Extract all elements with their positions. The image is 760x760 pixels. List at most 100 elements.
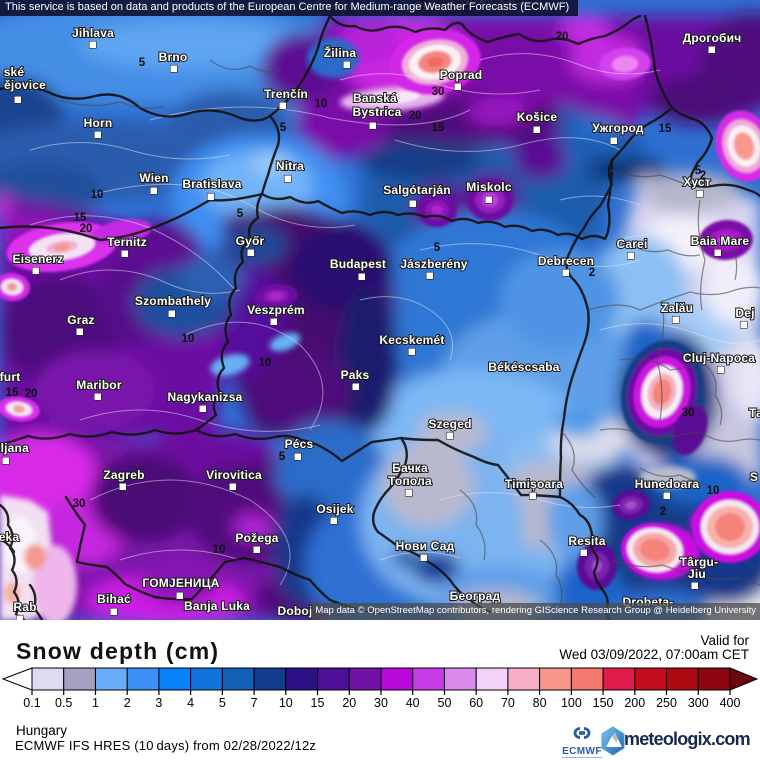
svg-text:ějovice: ějovice bbox=[4, 78, 46, 92]
svg-text:5: 5 bbox=[695, 165, 702, 177]
svg-text:ské: ské bbox=[4, 65, 25, 79]
svg-text:Топола: Топола bbox=[388, 474, 432, 488]
svg-text:Jihlava: Jihlava bbox=[72, 26, 114, 40]
svg-text:Rab: Rab bbox=[13, 600, 36, 614]
svg-text:10: 10 bbox=[315, 98, 328, 110]
svg-text:1: 1 bbox=[92, 696, 99, 710]
svg-text:10: 10 bbox=[259, 357, 272, 369]
svg-text:2: 2 bbox=[589, 267, 595, 279]
svg-text:10: 10 bbox=[707, 485, 720, 497]
svg-text:50: 50 bbox=[438, 696, 452, 710]
svg-text:2: 2 bbox=[700, 170, 706, 182]
svg-text:Horn: Horn bbox=[84, 116, 113, 130]
svg-text:Debrecen: Debrecen bbox=[538, 254, 594, 268]
svg-text:30: 30 bbox=[73, 498, 86, 510]
svg-text:300: 300 bbox=[688, 696, 709, 710]
svg-text:Szombathely: Szombathely bbox=[135, 294, 211, 308]
svg-text:5: 5 bbox=[139, 57, 146, 69]
svg-text:15: 15 bbox=[6, 387, 19, 399]
svg-text:Resita: Resita bbox=[568, 534, 605, 548]
svg-text:200: 200 bbox=[624, 696, 645, 710]
svg-text:eka: eka bbox=[0, 530, 19, 544]
svg-text:Београд: Београд bbox=[450, 589, 501, 603]
svg-text:400: 400 bbox=[720, 696, 741, 710]
svg-text:70: 70 bbox=[501, 696, 515, 710]
svg-text:0.5: 0.5 bbox=[55, 696, 72, 710]
svg-text:15: 15 bbox=[659, 123, 672, 135]
svg-text:Poprad: Poprad bbox=[440, 68, 483, 82]
svg-text:Хуст: Хуст bbox=[683, 175, 711, 189]
svg-text:Virovitica: Virovitica bbox=[206, 468, 262, 482]
svg-text:Jiu: Jiu bbox=[688, 567, 706, 581]
svg-text:5: 5 bbox=[279, 451, 286, 463]
svg-text:Brno: Brno bbox=[159, 50, 188, 64]
svg-text:Ужгород: Ужгород bbox=[592, 121, 644, 135]
svg-text:60: 60 bbox=[469, 696, 483, 710]
svg-text:Cluj-Napoca: Cluj-Napoca bbox=[683, 351, 755, 365]
svg-text:Zalău: Zalău bbox=[661, 301, 693, 315]
svg-text:40: 40 bbox=[406, 696, 420, 710]
svg-text:Bratislava: Bratislava bbox=[182, 177, 241, 191]
svg-text:Salgótarján: Salgótarján bbox=[383, 183, 451, 197]
svg-text:Carei: Carei bbox=[616, 237, 647, 251]
svg-text:Baia Mare: Baia Mare bbox=[691, 234, 750, 248]
svg-text:Zagreb: Zagreb bbox=[103, 468, 144, 482]
svg-text:0.1: 0.1 bbox=[23, 696, 40, 710]
svg-text:7: 7 bbox=[251, 696, 258, 710]
svg-text:Jászberény: Jászberény bbox=[400, 257, 467, 271]
svg-text:30: 30 bbox=[432, 86, 445, 98]
svg-text:20: 20 bbox=[80, 223, 93, 235]
svg-text:Graz: Graz bbox=[67, 313, 94, 327]
svg-text:20: 20 bbox=[409, 110, 422, 122]
svg-text:Wien: Wien bbox=[139, 171, 168, 185]
svg-text:10: 10 bbox=[279, 696, 293, 710]
svg-text:Požega: Požega bbox=[235, 531, 278, 545]
svg-text:Dej: Dej bbox=[735, 306, 754, 320]
svg-text:oljana: oljana bbox=[0, 441, 29, 455]
svg-text:15: 15 bbox=[432, 122, 445, 134]
svg-text:10: 10 bbox=[182, 333, 195, 345]
svg-text:Та: Та bbox=[749, 406, 760, 420]
svg-text:Бачка: Бачка bbox=[392, 461, 428, 475]
svg-text:100: 100 bbox=[561, 696, 582, 710]
svg-text:Veszprém: Veszprém bbox=[247, 303, 305, 317]
svg-text:5: 5 bbox=[219, 696, 226, 710]
svg-text:Târgu-: Târgu- bbox=[680, 555, 719, 569]
svg-text:15: 15 bbox=[311, 696, 325, 710]
svg-text:Doboj: Doboj bbox=[278, 604, 313, 618]
svg-text:Osijek: Osijek bbox=[316, 502, 353, 516]
svg-text:Нови Сад: Нови Сад bbox=[396, 539, 455, 553]
svg-text:5: 5 bbox=[280, 122, 287, 134]
svg-text:Timișoara: Timișoara bbox=[505, 477, 563, 491]
svg-text:Nagykanizsa: Nagykanizsa bbox=[168, 390, 243, 404]
svg-text:Maribor: Maribor bbox=[76, 378, 122, 392]
svg-text:30: 30 bbox=[374, 696, 388, 710]
svg-text:5: 5 bbox=[434, 242, 441, 254]
svg-text:S: S bbox=[750, 470, 758, 484]
svg-text:Miskolc: Miskolc bbox=[466, 180, 512, 194]
svg-text:Trenčín: Trenčín bbox=[264, 87, 308, 101]
svg-text:Békéscsaba: Békéscsaba bbox=[488, 360, 560, 374]
svg-text:Ternitz: Ternitz bbox=[107, 235, 147, 249]
svg-text:Žilina: Žilina bbox=[324, 45, 357, 60]
svg-text:Košice: Košice bbox=[517, 110, 558, 124]
svg-text:20: 20 bbox=[342, 696, 356, 710]
svg-text:Hunedoara: Hunedoara bbox=[635, 477, 700, 491]
svg-text:150: 150 bbox=[593, 696, 614, 710]
svg-text:2: 2 bbox=[660, 506, 666, 518]
svg-text:15: 15 bbox=[74, 212, 87, 224]
svg-text:Bihać: Bihać bbox=[97, 592, 131, 606]
svg-text:10: 10 bbox=[91, 189, 104, 201]
svg-text:20: 20 bbox=[25, 388, 38, 400]
svg-text:10: 10 bbox=[213, 544, 226, 556]
svg-text:250: 250 bbox=[656, 696, 677, 710]
svg-text:Nitra: Nitra bbox=[276, 159, 304, 173]
svg-text:Banská: Banská bbox=[353, 91, 397, 105]
svg-text:4: 4 bbox=[187, 696, 194, 710]
svg-text:ГОМЈЕНИЦА: ГОМЈЕНИЦА bbox=[142, 576, 219, 590]
svg-text:20: 20 bbox=[556, 31, 569, 43]
svg-text:Дрогобич: Дрогобич bbox=[683, 31, 742, 45]
svg-text:3: 3 bbox=[155, 696, 162, 710]
svg-text:2: 2 bbox=[124, 696, 131, 710]
svg-text:80: 80 bbox=[533, 696, 547, 710]
